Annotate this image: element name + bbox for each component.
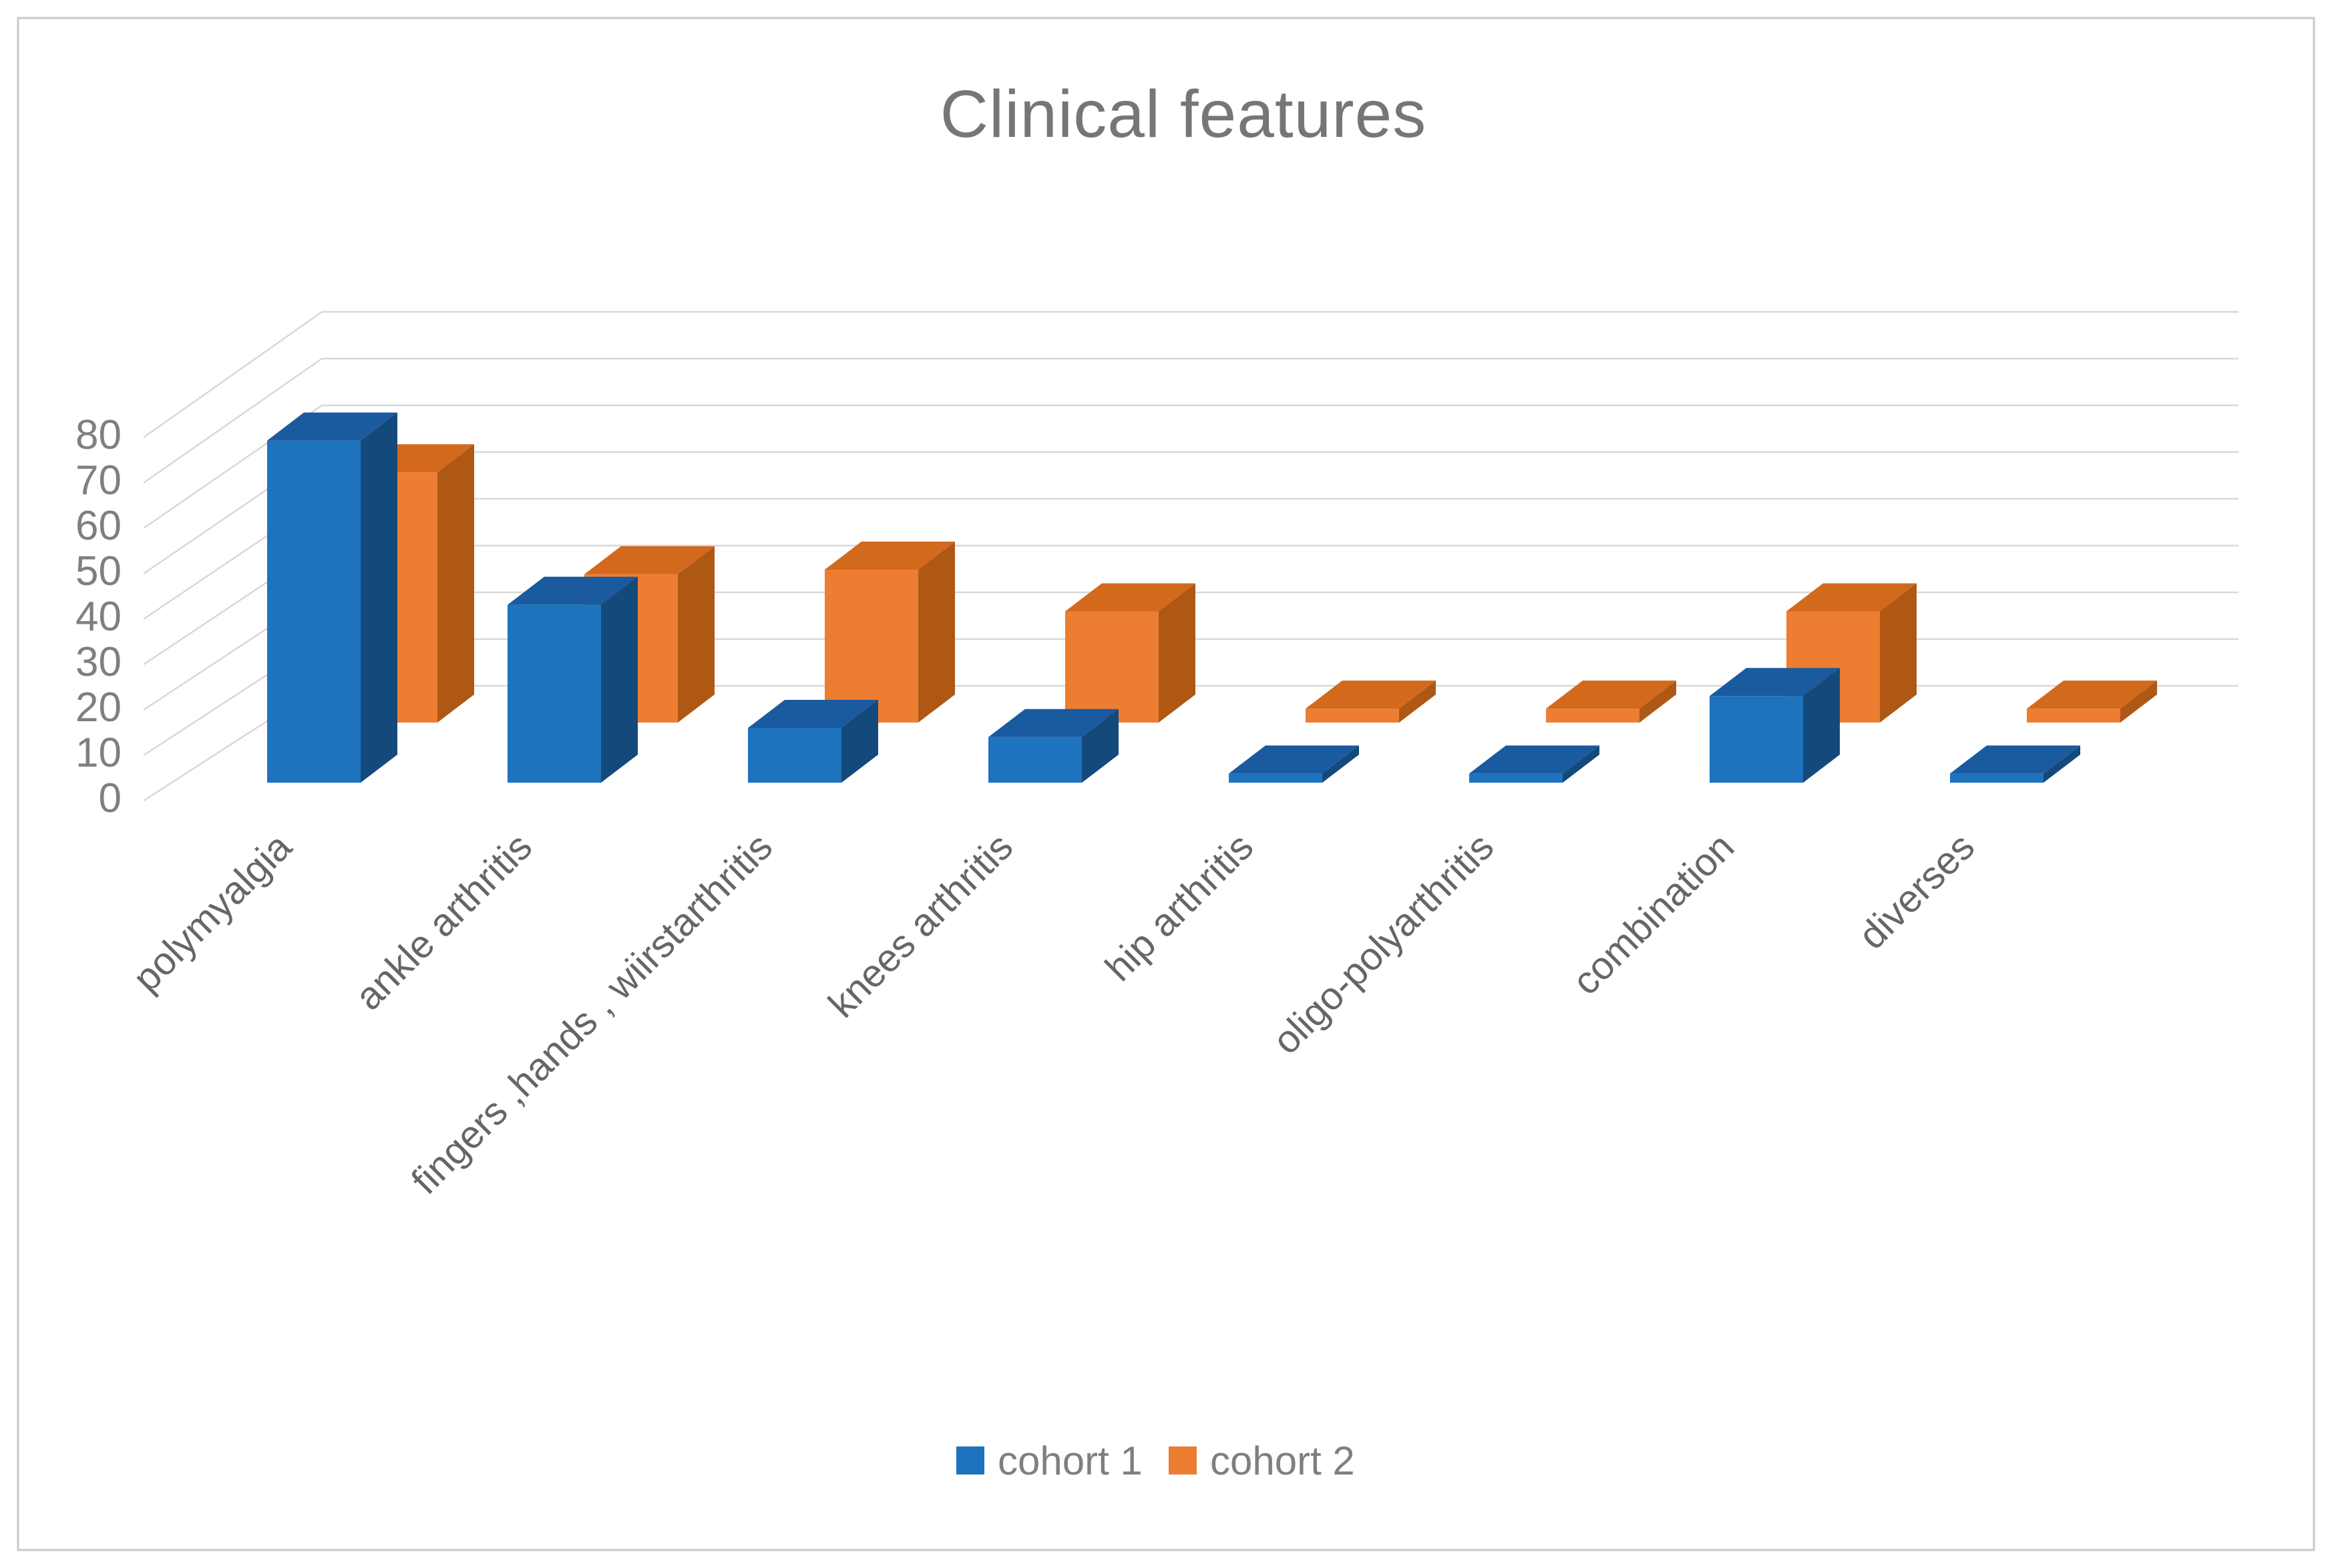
bar-side-face bbox=[841, 700, 878, 783]
gridline-80 bbox=[143, 311, 2239, 439]
bar-front-face bbox=[2027, 709, 2120, 723]
bar-top-face bbox=[988, 709, 1119, 737]
bar-cohort-1-cat-2 bbox=[748, 700, 878, 783]
legend-swatch-cohort-2 bbox=[1169, 1446, 1197, 1475]
category-label-4: hip arthritis bbox=[1097, 825, 1262, 990]
y-tick-label-80: 80 bbox=[75, 412, 122, 458]
bar-side-face bbox=[1563, 745, 1599, 783]
bar-top-face bbox=[825, 541, 955, 570]
bar-top-face bbox=[508, 576, 638, 605]
bar-side-face bbox=[1159, 583, 1195, 723]
bar-cohort-1-cat-6 bbox=[1710, 668, 1840, 783]
bar-cohort-2-cat-4 bbox=[1306, 680, 1436, 723]
bar-side-face bbox=[678, 546, 715, 723]
legend: cohort 1 cohort 2 bbox=[956, 1438, 1355, 1483]
bar-top-face bbox=[267, 412, 397, 441]
bar-front-face bbox=[1229, 773, 1322, 783]
bar-front-face bbox=[1306, 709, 1399, 723]
bar-side-face bbox=[601, 576, 638, 783]
bar-cohort-2-cat-3 bbox=[1065, 583, 1195, 723]
bar-front-face bbox=[508, 604, 601, 783]
bar-side-face bbox=[1803, 668, 1840, 783]
legend-label-cohort-1: cohort 1 bbox=[998, 1438, 1143, 1483]
bar-top-face bbox=[1950, 745, 2080, 774]
bar-cohort-1-cat-3 bbox=[988, 709, 1119, 783]
bar-cohort-1-cat-7 bbox=[1950, 745, 2080, 783]
bar-side-face bbox=[918, 541, 955, 723]
legend-label-cohort-2: cohort 2 bbox=[1210, 1438, 1355, 1483]
bar-top-face bbox=[584, 546, 715, 574]
y-tick-label-50: 50 bbox=[75, 548, 122, 594]
bars-layer bbox=[267, 412, 2157, 783]
gridline-60 bbox=[143, 404, 2239, 530]
category-label-3: knees arthritis bbox=[820, 825, 1021, 1026]
bar-cohort-2-cat-2 bbox=[825, 541, 955, 723]
y-tick-label-60: 60 bbox=[75, 503, 122, 549]
bar-front-face bbox=[1950, 773, 2044, 783]
bar-top-face bbox=[1710, 668, 1840, 697]
chart-border bbox=[17, 17, 2315, 1551]
category-label-7: diverses bbox=[1851, 825, 1983, 958]
bar-top-face bbox=[748, 700, 878, 729]
category-label-5: oligo-polyarthritis bbox=[1264, 825, 1502, 1062]
bar-top-face bbox=[1065, 583, 1195, 612]
y-tick-label-40: 40 bbox=[75, 594, 122, 640]
bar-side-face bbox=[1639, 680, 1676, 723]
bar-side-face bbox=[1399, 680, 1436, 723]
bar-top-face bbox=[1546, 680, 1676, 709]
legend-swatch-cohort-1 bbox=[956, 1446, 984, 1475]
y-tick-label-10: 10 bbox=[75, 730, 122, 776]
category-label-1: ankle arthritis bbox=[347, 825, 540, 1018]
category-label-0: polymyalgia bbox=[125, 825, 301, 1000]
bar-front-face bbox=[748, 728, 841, 783]
y-tick-label-70: 70 bbox=[75, 457, 122, 504]
y-tick-label-30: 30 bbox=[75, 639, 122, 685]
y-tick-label-20: 20 bbox=[75, 684, 122, 731]
y-tick-label-0: 0 bbox=[99, 775, 122, 821]
bar-side-face bbox=[1880, 583, 1917, 723]
bar-side-face bbox=[1082, 709, 1119, 783]
gridline-70 bbox=[143, 357, 2239, 484]
bar-front-face bbox=[1065, 611, 1159, 723]
chart-title: Clinical features bbox=[940, 77, 1426, 152]
bar-side-face bbox=[2044, 745, 2080, 783]
bar-side-face bbox=[437, 444, 474, 723]
bar-front-face bbox=[267, 440, 361, 783]
bar-top-face bbox=[1469, 745, 1599, 774]
bar-cohort-1-cat-4 bbox=[1229, 745, 1359, 783]
bar-cohort-2-cat-7 bbox=[2027, 680, 2157, 723]
bar-top-face bbox=[1786, 583, 1917, 612]
bar-front-face bbox=[1710, 696, 1803, 783]
bar-cohort-2-cat-5 bbox=[1546, 680, 1676, 723]
bar-front-face bbox=[1469, 773, 1563, 783]
bar-cohort-1-cat-0 bbox=[267, 412, 397, 783]
bar-top-face bbox=[1229, 745, 1359, 774]
bar-front-face bbox=[825, 569, 918, 723]
bar-top-face bbox=[2027, 680, 2157, 709]
bar-side-face bbox=[2120, 680, 2157, 723]
bar-top-face bbox=[1306, 680, 1436, 709]
bar-side-face bbox=[1322, 745, 1359, 783]
bar-cohort-1-cat-5 bbox=[1469, 745, 1599, 783]
bar-front-face bbox=[1546, 709, 1639, 723]
category-label-6: combination bbox=[1564, 825, 1742, 1003]
bar-front-face bbox=[988, 737, 1082, 783]
bar-side-face bbox=[361, 412, 397, 783]
bar-cohort-1-cat-1 bbox=[508, 576, 638, 783]
